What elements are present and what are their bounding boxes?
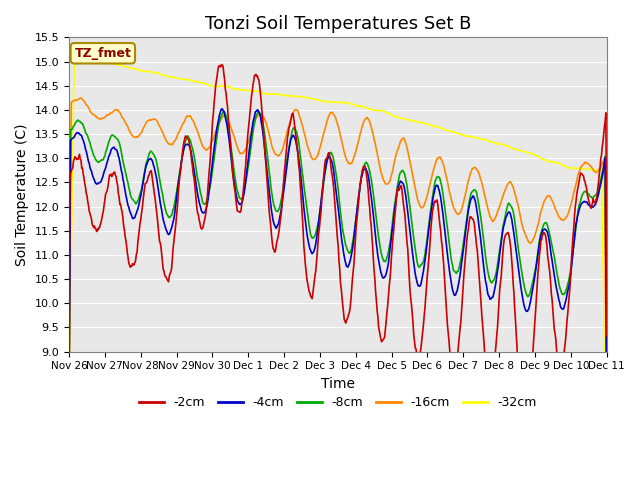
Legend: -2cm, -4cm, -8cm, -16cm, -32cm: -2cm, -4cm, -8cm, -16cm, -32cm (134, 391, 542, 414)
Y-axis label: Soil Temperature (C): Soil Temperature (C) (15, 123, 29, 266)
Title: Tonzi Soil Temperatures Set B: Tonzi Soil Temperatures Set B (205, 15, 471, 33)
X-axis label: Time: Time (321, 377, 355, 391)
Text: TZ_fmet: TZ_fmet (74, 47, 131, 60)
